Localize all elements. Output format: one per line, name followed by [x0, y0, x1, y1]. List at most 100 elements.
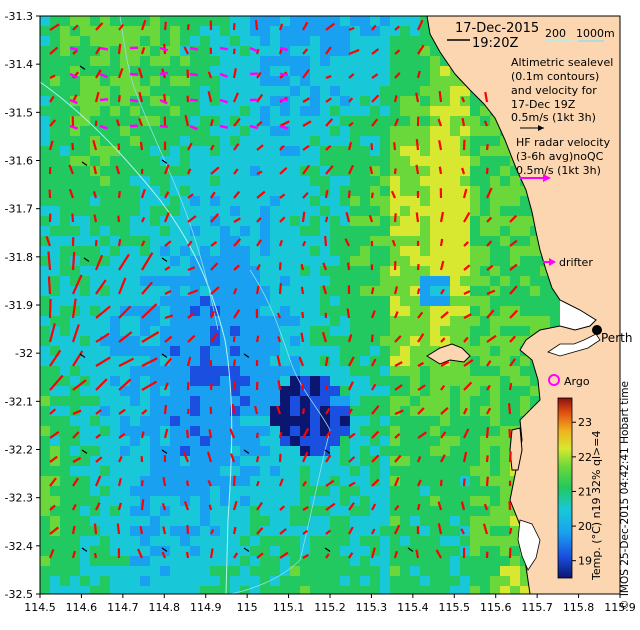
- sst-cell: [430, 236, 440, 246]
- sst-cell: [470, 306, 480, 316]
- sst-cell: [360, 26, 370, 36]
- sst-cell: [420, 186, 430, 196]
- sst-cell: [300, 516, 310, 526]
- sst-cell: [180, 296, 190, 306]
- altimetry-vector: [279, 551, 289, 559]
- sst-cell: [300, 306, 310, 316]
- sst-cell: [250, 516, 260, 526]
- sst-cell: [470, 276, 480, 286]
- sst-cell: [310, 326, 320, 336]
- x-tick-label: 115.9: [604, 601, 636, 614]
- sst-cell: [270, 76, 280, 86]
- altimetry-vector: [346, 308, 351, 319]
- sst-cell: [200, 316, 210, 326]
- altimetry-vector: [438, 140, 443, 151]
- sst-cell: [130, 386, 140, 396]
- altimetry-vector: [71, 525, 76, 535]
- sst-cell: [110, 296, 120, 306]
- altimetry-vector: [417, 333, 425, 343]
- sst-cell: [70, 546, 80, 556]
- sst-cell: [340, 526, 350, 536]
- sst-cell: [380, 486, 390, 496]
- sst-cell: [450, 546, 460, 556]
- sst-cell: [420, 366, 430, 376]
- sst-cell: [140, 386, 150, 396]
- sst-cell: [170, 276, 180, 286]
- sst-cell: [110, 446, 120, 456]
- sst-cell: [320, 366, 330, 376]
- sst-cell: [280, 566, 290, 576]
- sst-cell: [300, 496, 310, 506]
- sst-cell: [350, 486, 360, 496]
- sst-cell: [200, 496, 210, 506]
- sst-cell: [420, 266, 430, 276]
- sst-cell: [310, 496, 320, 506]
- altimetry-vector: [440, 384, 446, 391]
- altimetry-vector: [186, 24, 190, 31]
- sst-cell: [340, 56, 350, 66]
- sst-cell: [200, 396, 210, 406]
- sst-cell: [410, 366, 420, 376]
- sst-cell: [190, 486, 200, 496]
- time-label: 19:20Z: [472, 36, 518, 51]
- sst-cell: [190, 446, 200, 456]
- sst-cell: [420, 466, 430, 476]
- sst-cell: [390, 236, 400, 246]
- sst-cell: [160, 586, 170, 594]
- sst-cell: [520, 196, 530, 206]
- sst-cell: [60, 386, 70, 396]
- altimetry-vector: [210, 213, 220, 223]
- altimetry-vector: [141, 281, 153, 295]
- sst-cell: [190, 106, 200, 116]
- sst-cell: [390, 76, 400, 86]
- sst-cell: [200, 126, 210, 136]
- sst-cell: [210, 316, 220, 326]
- sst-cell: [500, 516, 510, 526]
- altimetry-vector: [49, 430, 60, 439]
- sst-cell: [110, 256, 120, 266]
- sst-cell: [150, 536, 160, 546]
- sst-cell: [430, 526, 440, 536]
- sst-cell: [180, 306, 190, 316]
- altimetry-vector: [325, 145, 332, 151]
- altimetry-vector: [483, 503, 489, 511]
- sst-cell: [120, 476, 130, 486]
- sst-cell: [210, 416, 220, 426]
- sst-cell: [260, 16, 270, 26]
- sst-cell: [130, 126, 140, 136]
- sst-cell: [270, 336, 280, 346]
- sst-cell: [320, 136, 330, 146]
- sst-cell: [300, 346, 310, 356]
- sst-cell: [310, 176, 320, 186]
- sst-cell: [60, 436, 70, 446]
- sst-cell: [410, 406, 420, 416]
- sst-cell: [440, 276, 450, 286]
- altimetry-vector: [139, 141, 144, 151]
- sst-cell: [110, 146, 120, 156]
- sst-cell: [160, 36, 170, 46]
- sst-cell: [380, 446, 390, 456]
- altimetry-vector: [371, 48, 380, 55]
- altimetry-vector: [232, 500, 238, 511]
- hf-radar-vector: [69, 72, 78, 79]
- sst-cell: [230, 456, 240, 466]
- sst-cell: [230, 276, 240, 286]
- sst-cell: [280, 406, 290, 416]
- sst-cell: [520, 376, 530, 386]
- hf-radar-vector: [279, 46, 289, 52]
- sst-cell: [80, 466, 90, 476]
- sst-cell: [190, 226, 200, 236]
- sst-cell: [280, 296, 290, 306]
- sst-cell: [460, 326, 470, 336]
- sst-cell: [490, 216, 500, 226]
- sst-cell: [400, 276, 410, 286]
- sst-cell: [90, 466, 100, 476]
- sst-cell: [200, 196, 210, 206]
- sst-cell: [310, 536, 320, 546]
- sst-cell: [390, 526, 400, 536]
- sst-cell: [210, 376, 220, 386]
- sst-cell: [520, 406, 530, 416]
- sst-cell: [290, 576, 300, 586]
- sst-cell: [150, 556, 160, 566]
- sst-cell: [340, 366, 350, 376]
